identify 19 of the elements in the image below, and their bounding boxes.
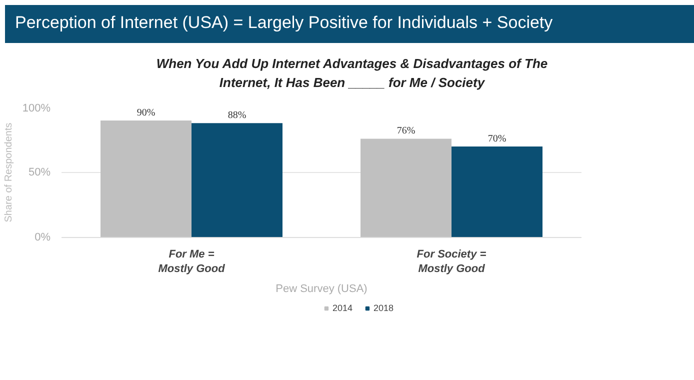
bar (360, 138, 452, 238)
x-tick-label: For Society = Mostly Good (416, 248, 487, 275)
bar (100, 120, 192, 238)
y-tick-label: 0% (34, 232, 51, 244)
y-axis-title: Share of Respondents (3, 122, 14, 222)
legend-label: 2014 (332, 303, 352, 313)
y-tick-label: 100% (22, 102, 51, 114)
data-label: 88% (228, 110, 246, 122)
legend-label: 2018 (374, 303, 394, 313)
chart-subtitle: When You Add Up Internet Advantages & Disadvantages of The Internet, It Has Been _____ for Me / Society (155, 55, 549, 92)
data-label: 90% (136, 108, 156, 118)
x-tick-label: For Me = Mostly Good (158, 248, 226, 275)
bar (192, 123, 282, 238)
data-label: 76% (396, 126, 416, 137)
data-label: 70% (488, 134, 506, 144)
x-axis-title: Pew Survey (USA) (276, 282, 368, 295)
y-tick-label: 50% (28, 166, 51, 178)
bar (452, 146, 542, 238)
chart-title: Perception of Internet (USA) = Largely Positive for Individuals + Society (15, 12, 553, 34)
